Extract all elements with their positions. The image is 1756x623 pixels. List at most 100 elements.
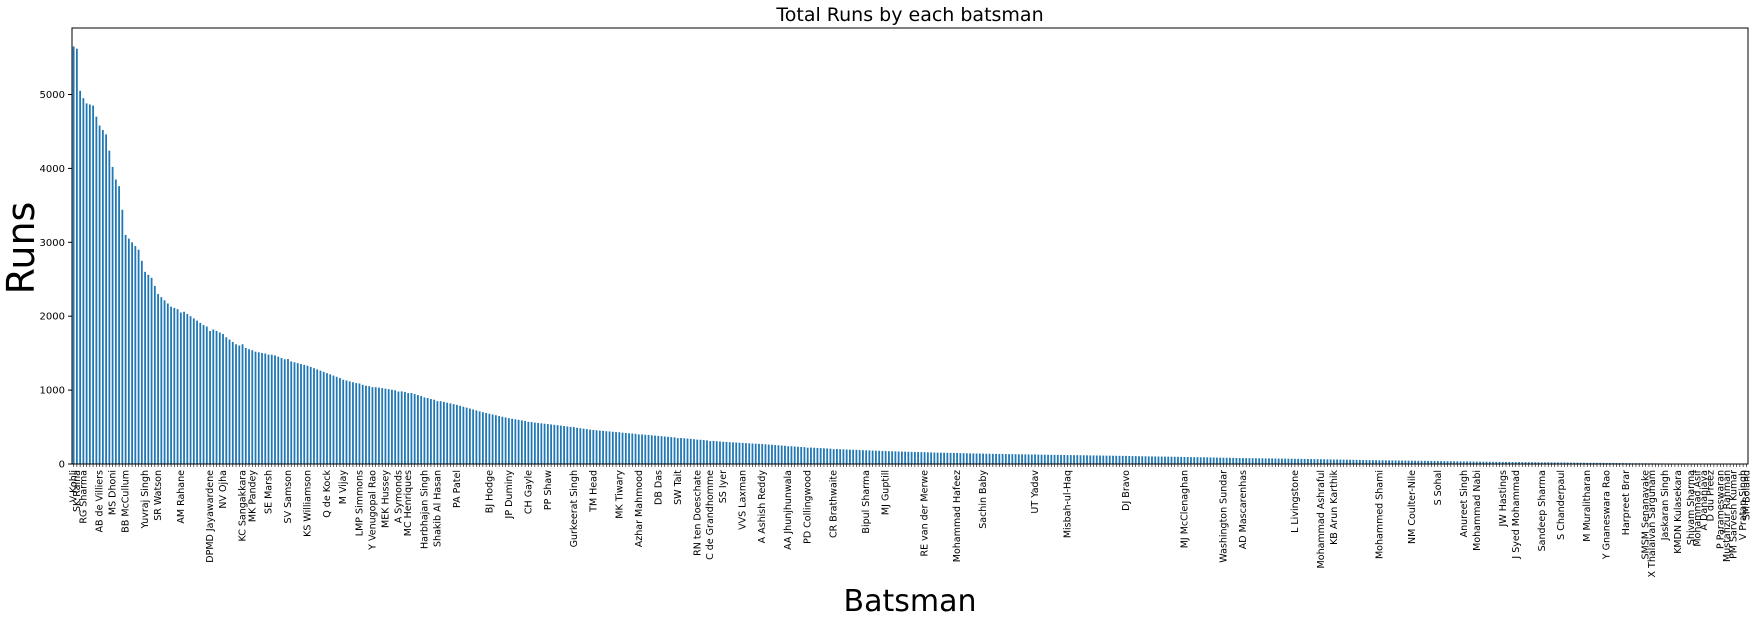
bar <box>563 426 565 464</box>
bar <box>1475 461 1478 464</box>
bar <box>939 452 942 464</box>
bar <box>1329 459 1332 464</box>
bar <box>884 451 887 464</box>
bar <box>1345 459 1348 464</box>
x-tick-label: NV Ojha <box>218 470 229 509</box>
bar <box>949 452 952 464</box>
x-tick-label: DPMD Jayawardene <box>205 470 216 563</box>
bar <box>735 442 738 464</box>
bar <box>1339 459 1342 464</box>
bar <box>1268 458 1270 464</box>
bar <box>537 422 539 464</box>
bar <box>306 365 309 464</box>
bar <box>478 411 481 464</box>
x-tick-label: P Parameswaran <box>1715 470 1726 549</box>
y-axis-title: Runs <box>0 202 43 295</box>
bar <box>1043 454 1046 464</box>
bar <box>183 311 185 464</box>
bar <box>1186 457 1189 464</box>
bar <box>910 451 913 464</box>
x-tick-label: Azhar Mahmood <box>634 470 645 547</box>
bar <box>722 441 725 464</box>
bar <box>709 441 712 464</box>
bar <box>511 418 514 464</box>
bar <box>907 451 910 464</box>
bar <box>1352 459 1355 464</box>
bar <box>342 379 345 464</box>
bar <box>1336 459 1339 464</box>
bar <box>829 448 832 464</box>
bar <box>533 422 536 464</box>
bar <box>397 391 400 464</box>
bar <box>816 447 819 464</box>
bar <box>904 451 907 464</box>
bar <box>157 294 159 464</box>
bar <box>225 337 228 464</box>
bar <box>111 166 114 464</box>
bar <box>231 341 234 464</box>
bar <box>443 401 445 464</box>
bar <box>452 404 455 464</box>
bar <box>293 362 296 464</box>
bar <box>192 318 195 464</box>
bar <box>1212 457 1215 464</box>
bar <box>131 242 133 464</box>
bar <box>1472 461 1475 464</box>
bar <box>1004 454 1007 464</box>
x-tick-label: Y Venugopal Rao <box>367 470 378 551</box>
bar <box>546 424 549 464</box>
bar <box>1596 462 1598 464</box>
bar <box>965 453 968 464</box>
bar <box>1027 454 1030 464</box>
bar <box>875 450 877 464</box>
bar <box>540 423 543 464</box>
bar <box>1384 460 1387 464</box>
bar <box>543 423 546 464</box>
bar <box>589 429 591 464</box>
x-tick-label: MJ Guptill <box>881 470 892 515</box>
bar <box>439 401 442 464</box>
bar <box>1183 456 1186 464</box>
bar <box>121 209 124 464</box>
bar <box>777 445 780 464</box>
x-tick-label: Mohammad Ashraful <box>1316 470 1327 568</box>
bar <box>75 48 78 464</box>
bar <box>1134 456 1137 464</box>
bar <box>1147 456 1150 464</box>
bar <box>849 449 851 464</box>
bar <box>1258 458 1261 464</box>
bar <box>748 443 751 464</box>
bar <box>621 432 624 464</box>
x-tick-label: Q de Kock <box>322 470 333 518</box>
bar <box>920 452 923 464</box>
bar <box>972 453 975 464</box>
x-tick-label: KC Sangakkara <box>238 470 249 541</box>
bar <box>852 449 855 464</box>
bar <box>491 414 494 464</box>
x-tick-label: KB Arun Karthik <box>1329 470 1340 545</box>
x-tick-label: CR Brathwaite <box>829 470 840 538</box>
bar <box>1514 462 1517 464</box>
bar <box>699 439 702 464</box>
bar <box>556 425 559 464</box>
bar <box>1544 462 1546 464</box>
x-tick-label: Jaskaran Singh <box>1660 470 1671 541</box>
bar <box>1388 460 1390 464</box>
x-tick-label: MS Dhoni <box>108 470 119 515</box>
bar <box>715 441 718 464</box>
bar <box>826 448 829 464</box>
bar <box>784 445 786 464</box>
bar <box>1482 461 1485 464</box>
bar <box>404 391 406 464</box>
bar <box>1242 458 1244 464</box>
x-tick-label: KMDN Kulasekara <box>1673 470 1684 554</box>
bar <box>719 441 721 464</box>
bar <box>218 332 221 464</box>
bar <box>1290 458 1293 464</box>
bar <box>1427 460 1429 464</box>
bar <box>962 453 965 464</box>
bar <box>1589 462 1592 464</box>
bar <box>1115 455 1118 464</box>
bar <box>108 150 111 465</box>
bar <box>738 442 741 464</box>
